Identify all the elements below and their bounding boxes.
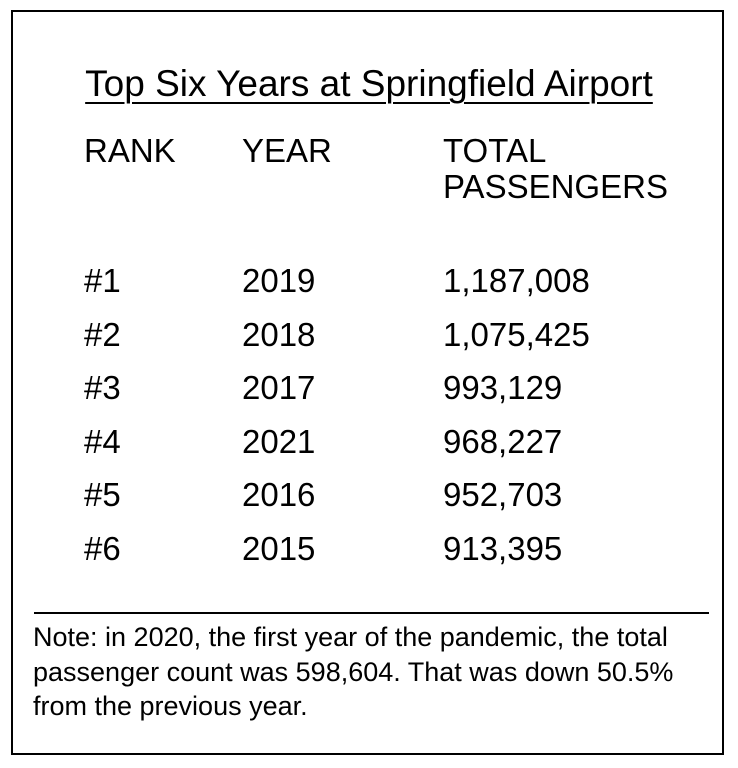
total-passengers-cell: 1,075,425 bbox=[443, 315, 590, 353]
year-cell: 2021 bbox=[242, 422, 316, 460]
table-row: #4 2021 968,227 bbox=[0, 423, 738, 477]
footnote: Note: in 2020, the first year of the pan… bbox=[33, 622, 674, 721]
total-passengers-cell: 968,227 bbox=[443, 422, 563, 460]
column-header-total-line2: PASSENGERS bbox=[443, 168, 668, 205]
column-header-year: YEAR bbox=[242, 132, 332, 169]
total-passengers-cell: 1,187,008 bbox=[443, 262, 590, 299]
total-passengers-cell: 913,395 bbox=[443, 529, 563, 567]
rank-cell: #2 bbox=[84, 315, 121, 353]
rank-cell: #3 bbox=[84, 369, 121, 407]
rank-cell: #6 bbox=[84, 529, 121, 567]
total-passengers-cell: 993,129 bbox=[443, 369, 563, 407]
rank-cell: #1 bbox=[84, 262, 121, 299]
year-cell: 2015 bbox=[242, 529, 316, 567]
page-title: Top Six Years at Springfield Airport bbox=[85, 63, 653, 104]
column-header-total-line1: TOTAL bbox=[443, 132, 547, 169]
note-divider bbox=[34, 612, 709, 614]
table-row: #5 2016 952,703 bbox=[0, 476, 738, 530]
rank-cell: #4 bbox=[84, 422, 121, 460]
year-cell: 2017 bbox=[242, 369, 316, 407]
column-header-total-passengers: TOTAL PASSENGERS bbox=[443, 133, 668, 205]
table-row: #6 2015 913,395 bbox=[0, 530, 738, 584]
ranking-table: #1 2019 1,187,008 #2 2018 1,075,425 #3 2… bbox=[0, 262, 738, 584]
column-header-rank: RANK bbox=[84, 132, 176, 169]
table-row: #3 2017 993,129 bbox=[0, 369, 738, 423]
table-row: #1 2019 1,187,008 bbox=[0, 262, 738, 316]
year-cell: 2018 bbox=[242, 315, 316, 353]
table-row: #2 2018 1,075,425 bbox=[0, 316, 738, 370]
total-passengers-cell: 952,703 bbox=[443, 476, 563, 514]
rank-cell: #5 bbox=[84, 476, 121, 514]
document-border bbox=[11, 10, 724, 755]
year-cell: 2016 bbox=[242, 476, 316, 514]
year-cell: 2019 bbox=[242, 262, 316, 299]
